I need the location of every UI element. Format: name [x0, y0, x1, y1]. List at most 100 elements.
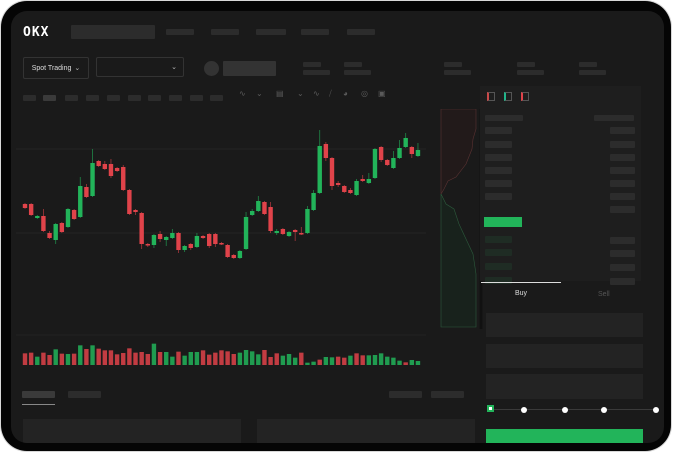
candle [256, 201, 261, 211]
orderbook-bids-icon[interactable] [504, 92, 512, 101]
leverage-slider[interactable] [491, 409, 656, 410]
order-book [480, 86, 641, 285]
volume-bar [194, 352, 200, 365]
slider-step[interactable] [601, 407, 607, 413]
volume-bar [84, 349, 89, 365]
indicator-icon[interactable]: ∿ [239, 89, 246, 98]
volume-bar [200, 350, 206, 365]
candle [403, 138, 408, 147]
candle [391, 158, 396, 168]
volume-bar [415, 361, 421, 365]
volume-bar [127, 348, 132, 365]
nav-item[interactable] [166, 29, 194, 35]
interval-button[interactable] [86, 95, 99, 101]
ask-price [485, 193, 512, 200]
interval-button[interactable] [128, 95, 141, 101]
candle [262, 202, 267, 214]
interval-button[interactable] [23, 95, 36, 101]
tab-underline [22, 404, 55, 405]
assets-panel [257, 419, 475, 443]
nav-item[interactable] [301, 29, 329, 35]
slider-step[interactable] [653, 407, 659, 413]
price-input[interactable] [486, 313, 643, 337]
nav-item[interactable] [347, 29, 375, 35]
candle [397, 148, 402, 158]
volume-bar [145, 354, 150, 365]
slider-handle[interactable] [487, 405, 494, 412]
volume-bar [78, 345, 83, 365]
fullscreen-icon[interactable]: ▣ [378, 89, 386, 98]
chevron-down-icon[interactable]: ⌄ [256, 89, 263, 98]
nav-item[interactable] [211, 29, 239, 35]
orderbook-both-icon[interactable] [487, 92, 495, 101]
pair-dropdown[interactable]: ⌄ [96, 57, 184, 77]
volume-bar [225, 351, 230, 365]
interval-button[interactable] [65, 95, 78, 101]
candle [305, 209, 310, 233]
amount-input[interactable] [486, 344, 643, 368]
buy-button[interactable] [486, 429, 643, 443]
candle [84, 187, 89, 197]
volume-bar [53, 349, 58, 365]
volume-bar [292, 357, 298, 365]
nav-item[interactable] [256, 29, 286, 35]
interval-button[interactable] [190, 95, 203, 101]
tab-underline [481, 282, 561, 283]
tab-buy[interactable]: Buy [515, 290, 528, 297]
slider-step[interactable] [521, 407, 527, 413]
candle [90, 163, 95, 196]
candle [151, 235, 157, 245]
interval-button[interactable] [169, 95, 182, 101]
volume-bar [378, 353, 384, 365]
spot-trading-label: Spot Trading [31, 64, 72, 72]
spot-trading-dropdown[interactable]: Spot Trading ⌄ [23, 57, 89, 79]
tab-order-history[interactable] [68, 391, 101, 398]
filter-button[interactable] [389, 391, 422, 398]
volume-bar [213, 352, 218, 365]
volume-bar [170, 356, 175, 365]
volume-bar [96, 348, 101, 365]
volume-bar [121, 353, 126, 365]
bid-amount [610, 278, 635, 285]
interval-button[interactable] [107, 95, 120, 101]
volume-bar [28, 352, 34, 365]
slider-step[interactable] [562, 407, 568, 413]
candle [71, 210, 77, 219]
settings-icon[interactable]: ◎ [361, 89, 368, 98]
volume-bar [133, 352, 138, 365]
volume-bar [59, 353, 65, 365]
chevron-down-icon[interactable]: ⌄ [297, 89, 304, 98]
volume-bar [391, 357, 396, 365]
chevron-down-icon: ⌄ [74, 65, 81, 72]
candle [145, 244, 150, 246]
ruler-icon[interactable]: ⧸ [329, 89, 332, 98]
candle [170, 233, 175, 238]
line-tool-icon[interactable]: ∿ [313, 89, 320, 98]
orderbook-asks-icon[interactable] [521, 92, 529, 101]
interval-button[interactable] [210, 95, 223, 101]
camera-icon[interactable]: ◕ [343, 89, 348, 98]
search-bar[interactable] [71, 25, 155, 39]
tab-sell[interactable]: Sell [598, 291, 610, 298]
volume-bar [47, 355, 52, 365]
volume-bar [157, 352, 163, 365]
candle [188, 244, 193, 248]
volume-bar [323, 357, 329, 365]
candle [372, 149, 378, 178]
candlestick-chart[interactable] [16, 109, 436, 369]
total-input[interactable] [486, 374, 643, 399]
ask-amount [610, 167, 635, 174]
ask-amount [610, 193, 635, 200]
volume-bar [286, 354, 292, 365]
interval-button-active[interactable] [43, 95, 56, 101]
volume-bar [262, 350, 267, 365]
volume-bar [108, 350, 114, 365]
tab-open-orders[interactable] [22, 391, 55, 398]
filter-button[interactable] [431, 391, 464, 398]
interval-button[interactable] [148, 95, 161, 101]
last-price [484, 217, 522, 227]
candle [311, 193, 316, 210]
candle [182, 246, 187, 250]
chart-type-icon[interactable]: ▤ [276, 89, 284, 98]
ask-price [485, 127, 512, 134]
